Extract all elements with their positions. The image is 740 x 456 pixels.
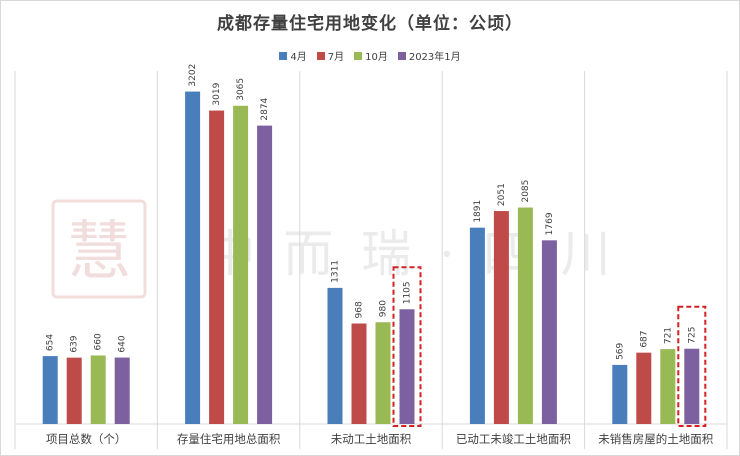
legend-swatch [354, 51, 363, 60]
data-label: 1311 [331, 260, 341, 283]
bar [114, 357, 130, 424]
data-label: 725 [687, 327, 697, 344]
data-label: 569 [615, 342, 625, 359]
category-label: 已动工未竣工土地面积 [456, 432, 571, 446]
data-label: 980 [379, 300, 389, 317]
chart-title: 成都存量住宅用地变化（单位：公顷） [217, 14, 523, 34]
bar [185, 91, 201, 424]
legend-label: 7月 [327, 52, 345, 63]
highlight-box [392, 266, 422, 427]
legend-item: 2023年1月 [397, 48, 461, 63]
bar [66, 357, 82, 424]
watermark-seal: 慧 [67, 215, 131, 289]
data-label: 1891 [473, 200, 483, 223]
legend-swatch [397, 51, 406, 60]
highlight-box [677, 305, 707, 427]
bar [469, 227, 485, 424]
data-label: 660 [94, 333, 104, 350]
bar [233, 105, 249, 424]
category-label: 项目总数（个） [46, 432, 127, 446]
category-label: 未销售房屋的土地面积 [598, 432, 713, 446]
category-label: 存量住宅用地总面积 [177, 432, 281, 446]
bar [257, 125, 273, 424]
bar [660, 349, 676, 424]
data-label: 2085 [521, 180, 531, 203]
data-label: 2874 [260, 97, 270, 120]
bar [636, 352, 652, 424]
watermark-seal-border [51, 199, 147, 299]
legend-swatch [316, 51, 325, 60]
bar [684, 348, 700, 424]
bar [209, 110, 225, 424]
bar [42, 356, 58, 424]
bar [541, 240, 557, 424]
data-label: 3202 [188, 64, 198, 87]
legend-label: 2023年1月 [408, 52, 461, 63]
legend-swatch [279, 51, 288, 60]
bar [399, 309, 415, 424]
bar [517, 207, 533, 424]
bar [351, 323, 367, 424]
data-label: 2051 [497, 183, 507, 206]
bar [90, 355, 106, 424]
data-label: 687 [639, 330, 649, 347]
legend-label: 4月 [290, 52, 307, 63]
legend-label: 10月 [365, 52, 388, 63]
legend-item: 10月 [354, 48, 388, 63]
data-label: 654 [46, 334, 56, 351]
data-label: 3065 [236, 78, 246, 101]
category-label: 未动工土地面积 [331, 432, 412, 446]
bar [375, 322, 391, 424]
data-label: 721 [663, 327, 673, 344]
data-label: 1105 [403, 281, 413, 304]
chart-legend: 4月 7月 10月 2023年1月 [1, 48, 739, 63]
data-label: 640 [118, 335, 128, 352]
data-label: 639 [70, 335, 80, 352]
legend-item: 7月 [316, 48, 345, 63]
bar [327, 287, 343, 424]
legend-item: 4月 [279, 48, 307, 63]
bar [493, 211, 509, 424]
data-label: 3019 [212, 82, 222, 105]
bar [612, 364, 628, 424]
data-label: 1769 [545, 212, 555, 235]
data-label: 968 [355, 301, 365, 318]
